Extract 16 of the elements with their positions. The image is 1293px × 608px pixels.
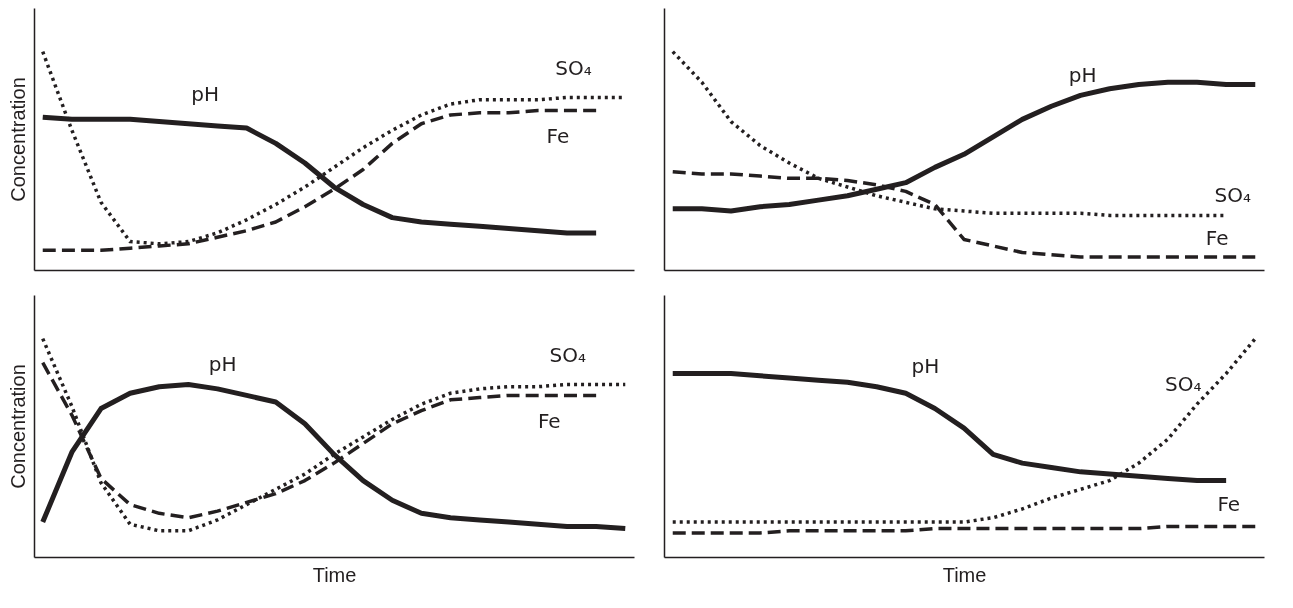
y-axis-title: Concentration	[6, 364, 29, 489]
series-label: Fe	[1217, 491, 1241, 516]
series-label: Fe	[1205, 226, 1229, 251]
series-label: pH	[911, 354, 940, 379]
y-axis-title: Concentration	[6, 77, 29, 202]
series-label: SO₄	[1214, 182, 1251, 207]
series-label: pH	[1068, 62, 1097, 87]
series-label: SO₄	[555, 56, 592, 81]
x-axis-title: Time	[312, 563, 357, 586]
series-label: pH	[191, 82, 220, 107]
series-label: Fe	[546, 123, 570, 148]
series-label: Fe	[537, 408, 561, 433]
series-label: pH	[208, 351, 237, 376]
x-axis-title: Time	[942, 563, 987, 586]
series-label: SO₄	[1164, 371, 1202, 396]
series-label: SO₄	[549, 343, 586, 368]
